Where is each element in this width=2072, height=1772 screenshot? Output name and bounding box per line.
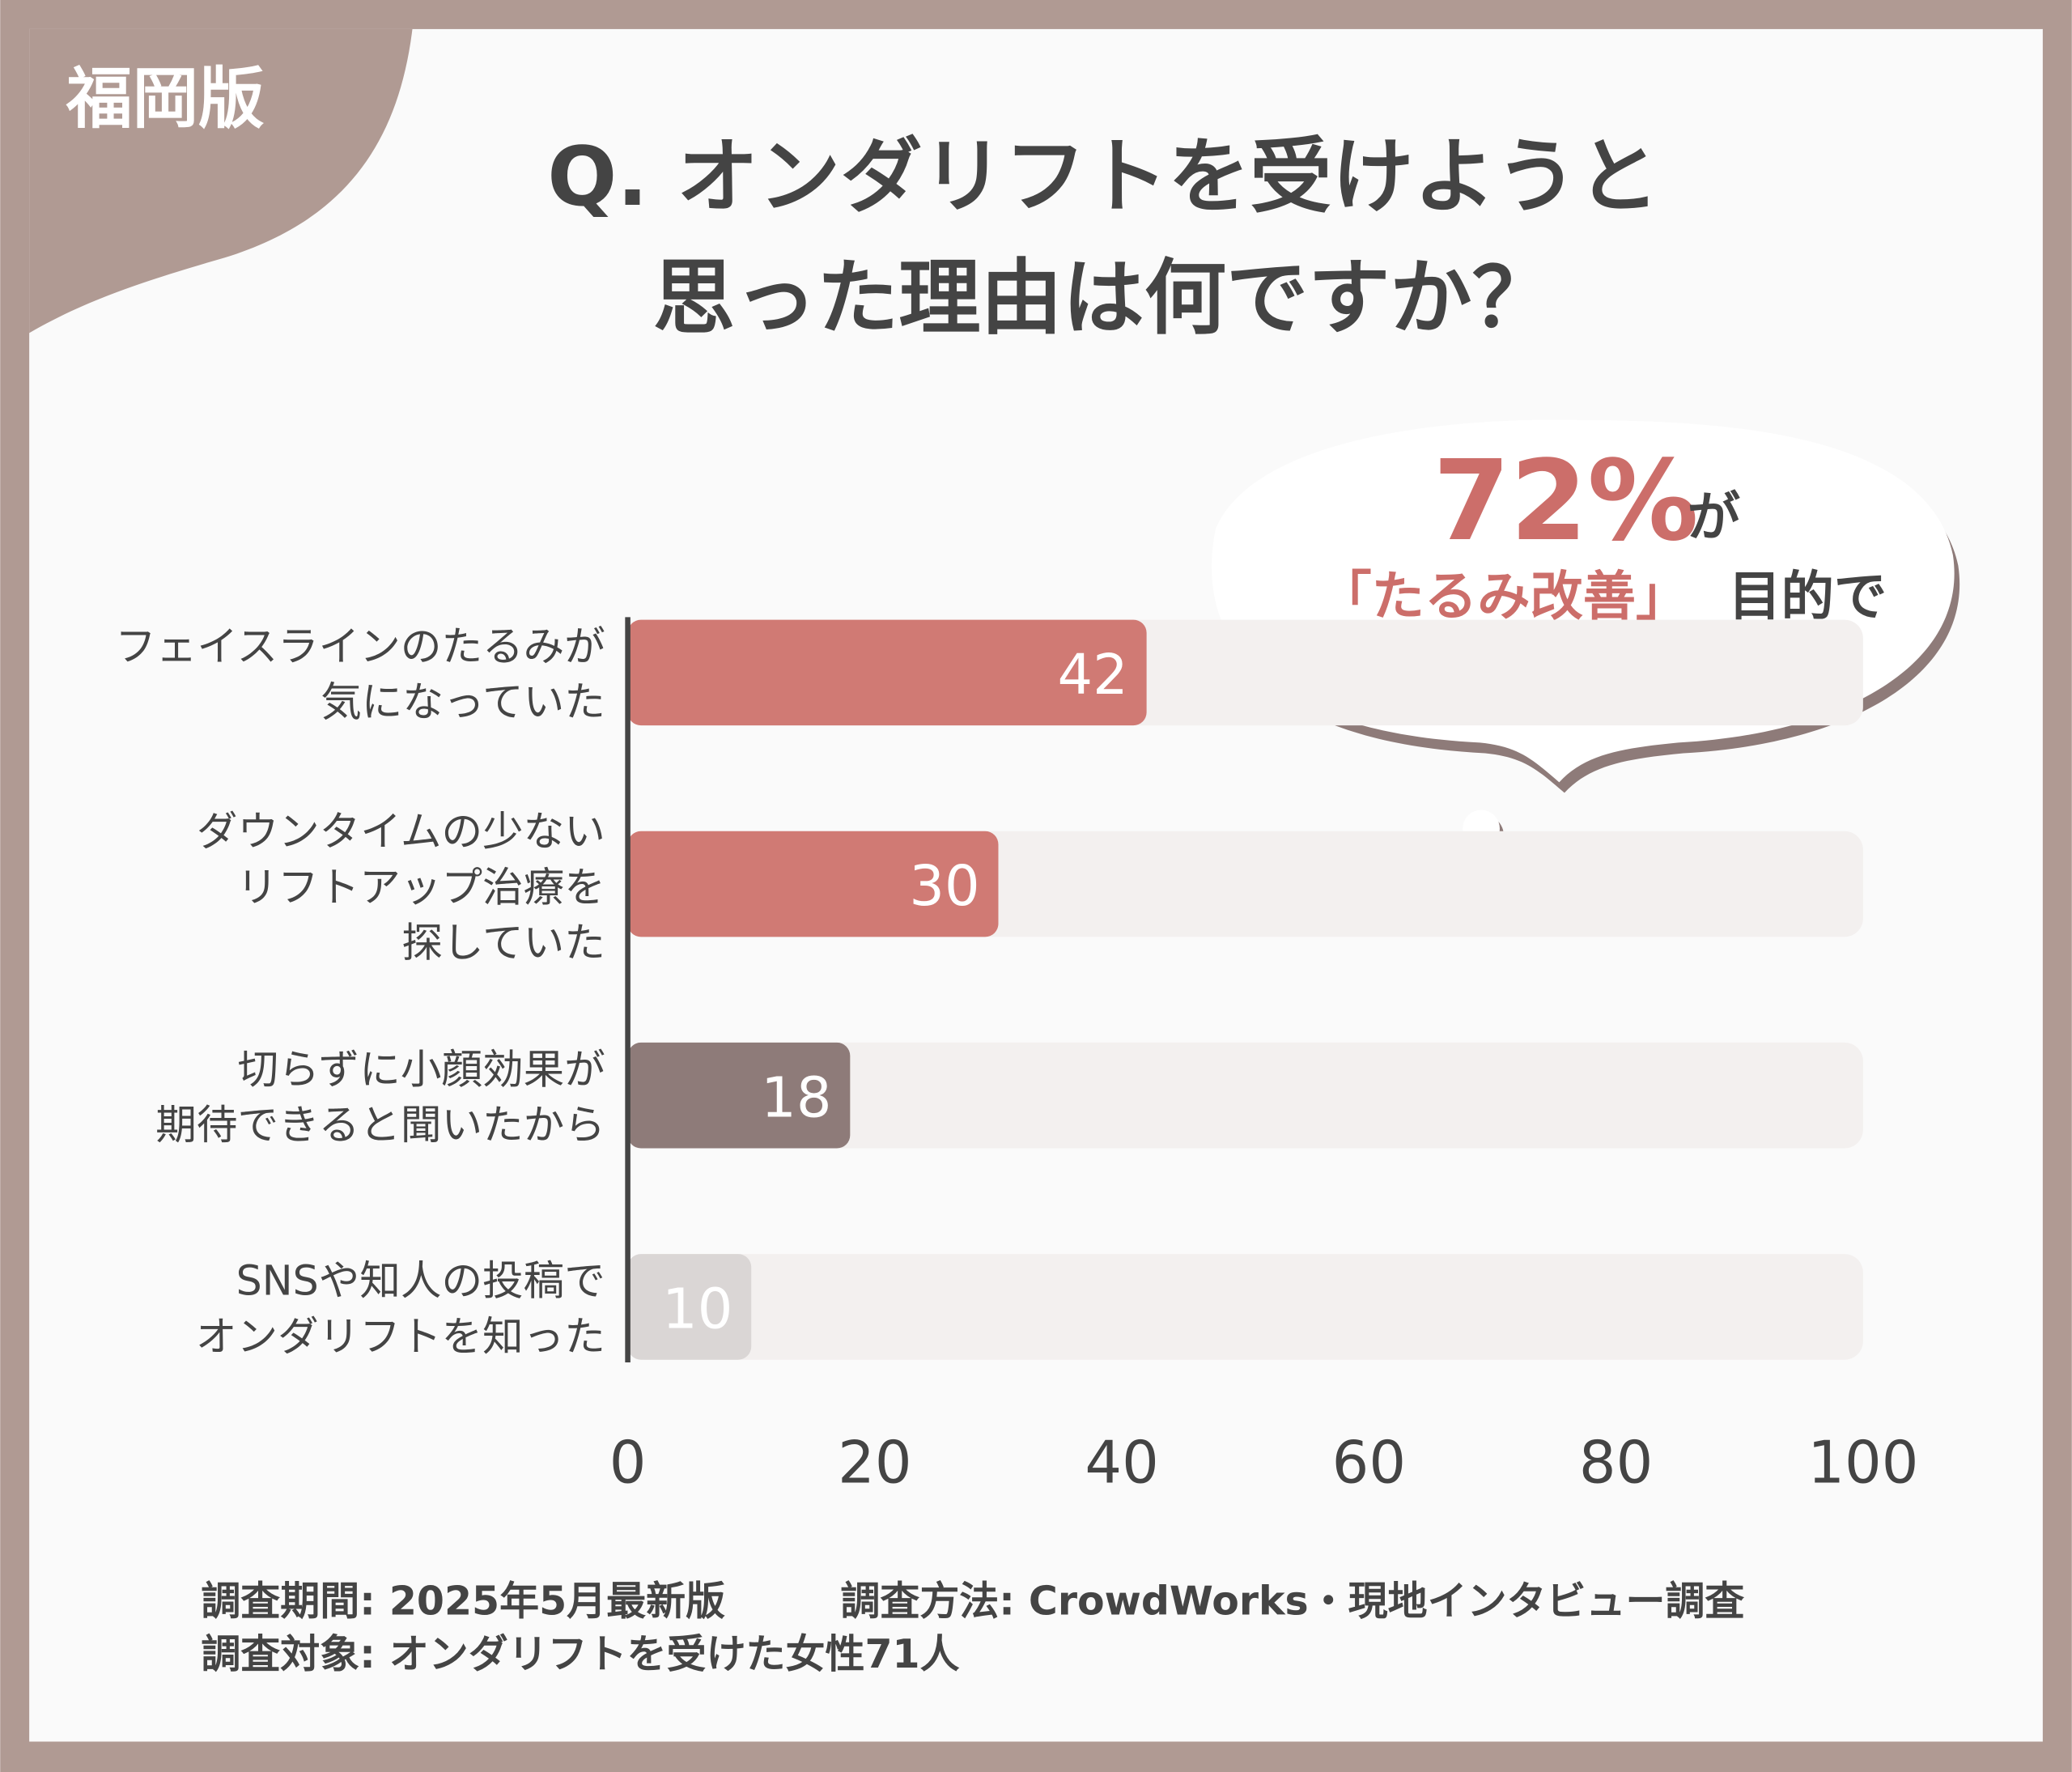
badge: 福岡版 [66,61,265,138]
annotation: 目的で [1728,566,1887,627]
annotation: 「たるみ改善」 [1318,566,1688,627]
category-label: フェイスラインのたるみが気になっていた [115,623,605,726]
annotation: 72% [1433,437,1698,566]
footer-text: 調査対象: オンダリフトを受けた女性71人 [201,1631,959,1677]
bar-track [627,1254,1863,1360]
category-label: 切らずに小顔効果が期待できると聞いたから [155,1046,605,1149]
bar [627,831,999,937]
x-tick-label: 80 [1579,1429,1653,1497]
bar [627,1042,851,1149]
x-tick-label: 0 [609,1429,647,1497]
x-tick-label: 100 [1807,1429,1918,1497]
x-tick-label: 20 [838,1429,911,1497]
bar-track [627,1042,1863,1149]
annotation: が [1688,487,1740,548]
x-tick-label: 60 [1332,1429,1406,1497]
footer-text: 調査期間: 2025年5月最新版 [201,1579,725,1625]
value-label: 18 [761,1065,831,1130]
badge-shape [29,28,413,334]
value-label: 30 [909,854,979,919]
x-tick-label: 40 [1085,1429,1158,1497]
title-line: Q. オンダリフトを受けようと [547,129,1659,224]
bar [627,1254,752,1360]
category-label: SNSや知人の投稿でオンダリフトを知った [196,1257,605,1361]
footer-text: 調査方法: CrowdWorks・現地インタビュー調査 [840,1579,1744,1625]
value-label: 10 [662,1277,732,1342]
bar [627,619,1147,726]
category-label: ダウンタイムの少ないリフトアップ治療を探していた [197,808,605,967]
value-label: 42 [1058,643,1128,708]
title-line: 思った理由は何ですか？ [653,250,1554,346]
